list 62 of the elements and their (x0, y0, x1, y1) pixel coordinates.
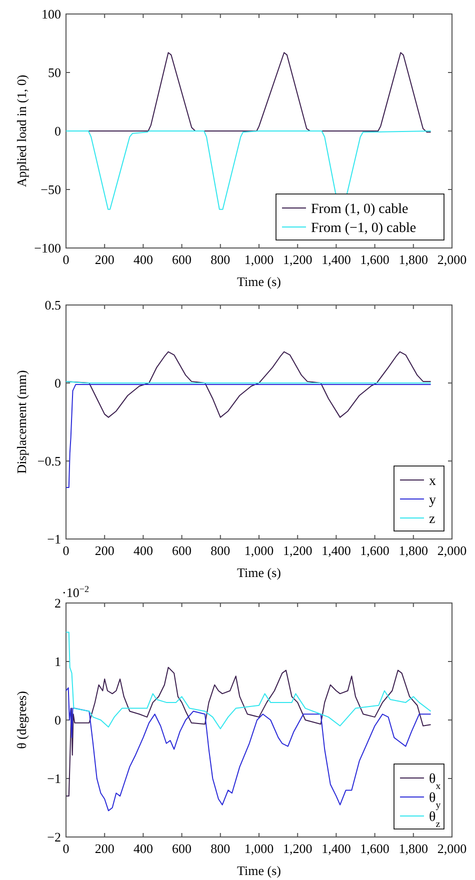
x-tick-label: 1,000 (244, 543, 274, 558)
y-tick-label: −1 (47, 532, 61, 546)
x-tick-label: 1,800 (398, 841, 428, 856)
x-tick-label: 2,000 (437, 543, 467, 558)
line-series (66, 666, 432, 797)
x-tick-label: 1,600 (360, 543, 390, 558)
y-tick-label: 2 (54, 596, 61, 610)
x-tick-label: 600 (172, 543, 192, 558)
x-tick-label: 1,400 (322, 252, 351, 267)
legend-label: z (429, 512, 436, 527)
legend-label: θ$_{x}$ (429, 772, 441, 792)
x-axis-title: Time (s) (237, 863, 281, 878)
line-series (66, 687, 432, 812)
x-tick-label: 200 (94, 252, 114, 267)
x-tick-label: 800 (210, 841, 230, 856)
x-tick-label: 1,800 (398, 543, 428, 558)
x-tick-label: 2,000 (437, 841, 467, 856)
x-tick-label: 800 (210, 252, 230, 267)
x-tick-label: 1,200 (282, 841, 312, 856)
x-tick-label: 600 (172, 841, 192, 856)
legend-label: y (429, 493, 436, 508)
x-tick-label: 1,400 (322, 543, 351, 558)
x-tick-label: 1,400 (322, 841, 351, 856)
legend-label: θ$_{z}$ (429, 810, 441, 830)
y-tick-label: −1 (47, 771, 61, 786)
x-tick-label: 1,200 (282, 252, 312, 267)
y-tick-label: 100 (42, 6, 61, 22)
x-tick-label: 800 (210, 543, 230, 558)
x-tick-label: 1,000 (244, 841, 274, 856)
legend-label: From (1, 0) cable (311, 202, 408, 217)
x-tick-label: 1,800 (398, 252, 428, 267)
y-tick-label: 1 (54, 654, 61, 669)
x-tick-label: 2,000 (437, 252, 467, 267)
x-tick-label: 400 (133, 543, 153, 558)
y-tick-label: 0 (54, 124, 61, 138)
x-axis-title: Time (s) (237, 274, 281, 289)
legend-label: x (429, 474, 436, 489)
y-tick-label: −2 (47, 830, 61, 844)
x-tick-label: 1,600 (360, 252, 390, 267)
x-axis-title: Time (s) (237, 565, 281, 580)
y-tick-label: −100 (34, 240, 61, 256)
y-axis-title: Displacement (mm) (14, 370, 29, 474)
y-tick-label: −0.5 (37, 454, 61, 468)
y-tick-label: 0 (54, 712, 61, 728)
legend-label: From (−1, 0) cable (311, 221, 416, 236)
text: ·10$^{−2}$ (62, 584, 90, 600)
y-tick-label: −50 (40, 182, 61, 197)
x-tick-label: 1,600 (360, 841, 390, 856)
x-tick-label: 200 (94, 543, 114, 558)
x-tick-label: 600 (172, 252, 192, 267)
y-tick-label: 0 (54, 376, 61, 390)
x-tick-label: 400 (133, 841, 153, 856)
y-axis-title: Applied load in (1, 0) (14, 74, 29, 188)
x-tick-label: 200 (94, 841, 114, 856)
x-tick-label: 400 (133, 252, 153, 267)
y-axis-title: θ (degrees) (14, 691, 29, 749)
y-tick-label: 50 (48, 65, 61, 80)
x-tick-label: 1,200 (282, 543, 312, 558)
y-tick-label: 0.5 (44, 298, 61, 312)
line-series (66, 632, 432, 730)
x-tick-label: 1,000 (244, 252, 274, 267)
legend-label: θ$_{y}$ (429, 791, 441, 810)
